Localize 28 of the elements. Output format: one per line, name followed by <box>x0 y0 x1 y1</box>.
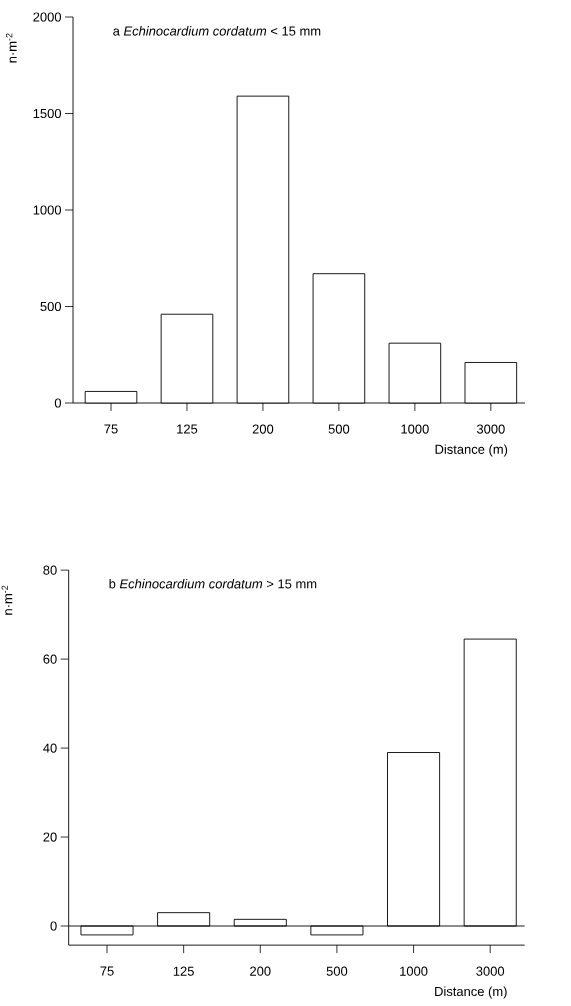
y-tick-label: 1500 <box>33 108 62 119</box>
x-axis-title: Distance (m) <box>435 444 508 457</box>
y-axis-title: n·m$^{-2}$ <box>1 585 13 615</box>
text: a Echinocardium cordatum < 15 mm <box>113 26 321 36</box>
y-tick-label: 20 <box>43 832 57 842</box>
y-axis-title: n·m$^{-2}$ <box>5 33 17 63</box>
x-tick-label: 1000 <box>400 966 428 976</box>
y-tick-label: 500 <box>40 301 62 312</box>
x-tick-label: 200 <box>252 424 274 434</box>
x-axis-title: Distance (m) <box>435 986 507 999</box>
y-tick-label: 1000 <box>33 205 62 215</box>
y-tick-label: 0 <box>50 921 57 931</box>
y-tick-label: 2000 <box>33 12 62 22</box>
x-tick-label: 200 <box>250 966 271 976</box>
x-tick-label: 3000 <box>476 966 505 976</box>
x-tick-label: 75 <box>100 966 114 976</box>
x-tick-label: 125 <box>177 424 198 434</box>
x-tick-label: 500 <box>328 424 350 434</box>
y-tick-label: 40 <box>43 743 57 753</box>
y-tick-label: 80 <box>43 565 57 575</box>
y-tick-label: 60 <box>43 654 57 664</box>
text: b Echinocardium cordatum > 15 mm <box>109 578 317 589</box>
x-tick-label: 3000 <box>476 424 505 434</box>
x-tick-label: 500 <box>326 966 348 976</box>
y-tick-label: 0 <box>54 398 62 408</box>
x-tick-label: 125 <box>173 966 194 976</box>
x-tick-label: 1000 <box>401 424 429 434</box>
x-tick-label: 75 <box>104 424 118 434</box>
